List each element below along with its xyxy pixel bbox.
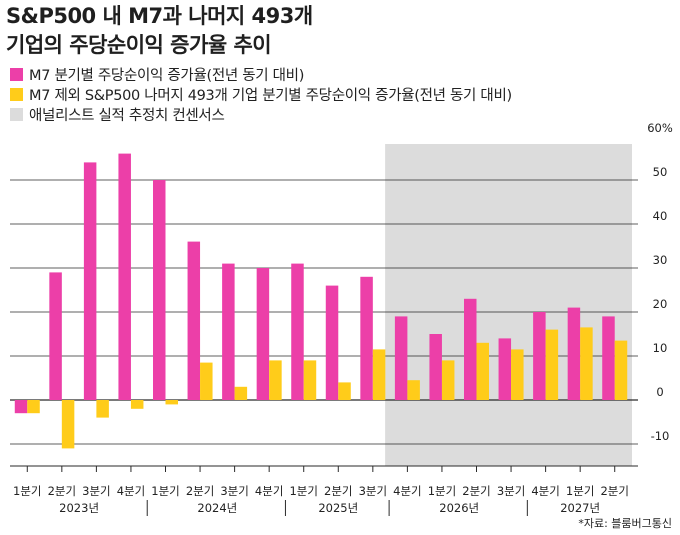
y-tick-label: 0 bbox=[656, 385, 663, 399]
bar-rest-5 bbox=[200, 362, 213, 400]
estimate-region bbox=[385, 144, 632, 466]
x-tick-label: 2분기 bbox=[324, 484, 352, 498]
bar-m7-1 bbox=[49, 272, 62, 400]
bar-rest-10 bbox=[372, 349, 386, 400]
bar-m7-3 bbox=[118, 153, 131, 400]
y-tick-label: -10 bbox=[651, 429, 670, 443]
legend-item-m7: M7 분기별 주당순이익 증가율(전년 동기 대비) bbox=[10, 64, 512, 84]
year-label: 2025년 bbox=[318, 501, 358, 515]
bar-rest-0 bbox=[27, 400, 40, 414]
bar-m7-5 bbox=[187, 241, 201, 400]
y-tick-label: 20 bbox=[653, 297, 668, 311]
bar-m7-16 bbox=[567, 307, 581, 400]
bar-rest-14 bbox=[511, 349, 524, 400]
bar-rest-17 bbox=[614, 340, 628, 400]
bar-m7-15 bbox=[533, 312, 546, 400]
x-tick-label: 4분기 bbox=[255, 484, 283, 498]
y-tick-label: 50 bbox=[653, 165, 668, 179]
legend-item-estimate: 애널리스트 실적 추정치 컨센서스 bbox=[10, 104, 512, 124]
bar-rest-2 bbox=[96, 400, 109, 418]
bar-m7-10 bbox=[360, 276, 373, 400]
x-tick-label: 4분기 bbox=[531, 484, 559, 498]
year-label: 2023년 bbox=[59, 501, 99, 515]
x-tick-label: 1분기 bbox=[566, 484, 594, 498]
bar-rest-15 bbox=[545, 329, 559, 400]
legend-swatch-estimate bbox=[10, 107, 23, 121]
bar-m7-2 bbox=[83, 162, 97, 400]
bar-rest-4 bbox=[165, 400, 178, 405]
source-note: *자료: 블룸버그통신 bbox=[578, 517, 672, 530]
year-label: 2027년 bbox=[560, 501, 600, 515]
bar-rest-1 bbox=[61, 400, 75, 449]
bar-rest-11 bbox=[407, 380, 420, 400]
x-tick-label: 1분기 bbox=[151, 484, 179, 498]
bar-rest-9 bbox=[338, 382, 351, 400]
bar-rest-13 bbox=[476, 342, 489, 400]
title-line-2: 기업의 주당순이익 증가율 추이 bbox=[6, 33, 272, 57]
bar-m7-11 bbox=[394, 316, 408, 400]
bar-m7-0 bbox=[14, 400, 28, 414]
bar-m7-8 bbox=[291, 263, 304, 400]
bar-m7-7 bbox=[256, 268, 270, 400]
legend-label-rest: M7 제외 S&P500 나머지 493개 기업 분기별 주당순이익 증가율(전… bbox=[29, 87, 512, 104]
legend-label-estimate: 애널리스트 실적 추정치 컨센서스 bbox=[29, 107, 225, 124]
y-tick-label: 60% bbox=[647, 121, 673, 135]
x-tick-label: 2분기 bbox=[48, 484, 76, 498]
legend-swatch-m7 bbox=[10, 67, 23, 81]
bar-m7-13 bbox=[464, 298, 477, 400]
bar-m7-6 bbox=[222, 263, 235, 400]
x-tick-label: 3분기 bbox=[359, 484, 387, 498]
legend-swatch-rest bbox=[10, 87, 23, 101]
x-tick-label: 3분기 bbox=[82, 484, 110, 498]
x-tick-label: 3분기 bbox=[497, 484, 525, 498]
bar-rest-12 bbox=[441, 360, 455, 400]
x-tick-label: 2분기 bbox=[186, 484, 214, 498]
bar-rest-16 bbox=[580, 327, 593, 400]
bar-rest-6 bbox=[234, 386, 248, 400]
title-line-1: S&P500 내 M7과 나머지 493개 bbox=[6, 4, 313, 28]
bar-m7-14 bbox=[498, 338, 512, 400]
x-tick-label: 2분기 bbox=[600, 484, 628, 498]
x-tick-label: 4분기 bbox=[117, 484, 145, 498]
x-tick-label: 1분기 bbox=[428, 484, 456, 498]
bar-m7-9 bbox=[325, 285, 339, 400]
x-tick-label: 3분기 bbox=[220, 484, 248, 498]
bar-rest-8 bbox=[303, 360, 317, 400]
legend-label-m7: M7 분기별 주당순이익 증가율(전년 동기 대비) bbox=[29, 67, 305, 84]
year-label: 2024년 bbox=[197, 501, 237, 515]
x-tick-label: 4분기 bbox=[393, 484, 421, 498]
bar-rest-3 bbox=[130, 400, 144, 409]
bar-rest-7 bbox=[269, 360, 282, 400]
chart-title: S&P500 내 M7과 나머지 493개 기업의 주당순이익 증가율 추이 bbox=[6, 2, 313, 60]
legend: M7 분기별 주당순이익 증가율(전년 동기 대비) M7 제외 S&P500 … bbox=[10, 64, 512, 124]
x-tick-label: 1분기 bbox=[13, 484, 41, 498]
bar-m7-12 bbox=[429, 334, 442, 400]
y-tick-label: 30 bbox=[653, 253, 668, 267]
year-label: 2026년 bbox=[439, 501, 479, 515]
x-tick-label: 1분기 bbox=[289, 484, 317, 498]
y-tick-label: 40 bbox=[653, 209, 668, 223]
y-tick-label: 10 bbox=[653, 341, 668, 355]
bar-m7-4 bbox=[153, 180, 166, 400]
legend-item-rest: M7 제외 S&P500 나머지 493개 기업 분기별 주당순이익 증가율(전… bbox=[10, 84, 512, 104]
x-tick-label: 2분기 bbox=[462, 484, 490, 498]
bar-m7-17 bbox=[602, 316, 615, 400]
